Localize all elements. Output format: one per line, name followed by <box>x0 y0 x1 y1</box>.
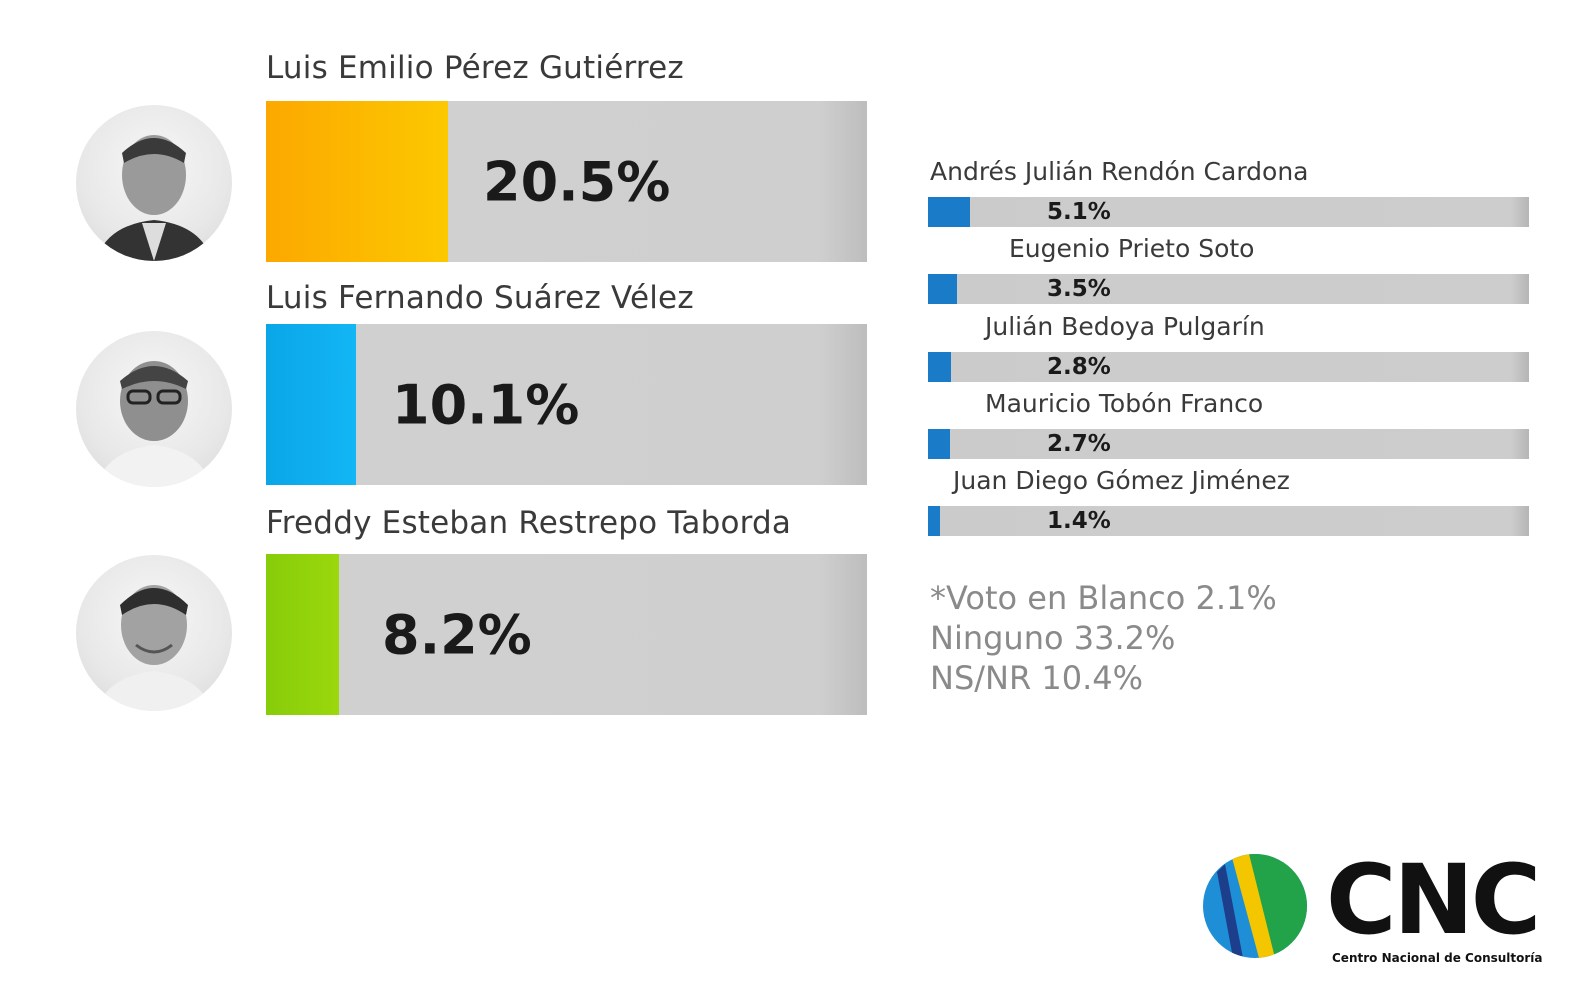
main-bar-value: 10.1% <box>392 373 580 436</box>
other-bar-value: 2.8% <box>1047 354 1111 380</box>
cnc-logo-text: CNC <box>1326 844 1541 956</box>
candidate-photo-perez <box>76 105 232 261</box>
other-candidate-bar: 2.8% <box>928 352 1529 382</box>
other-candidate-bar: 2.7% <box>928 429 1529 459</box>
other-bar-fill <box>928 429 950 459</box>
other-bar-value: 2.7% <box>1047 431 1111 457</box>
other-bar-fill <box>928 352 951 382</box>
other-candidate-name: Eugenio Prieto Soto <box>1009 234 1255 263</box>
other-bar-value: 5.1% <box>1047 199 1111 225</box>
main-bar-fill <box>266 554 339 715</box>
main-candidate-name: Freddy Esteban Restrepo Taborda <box>266 505 792 541</box>
other-candidate-name: Juan Diego Gómez Jiménez <box>953 466 1290 495</box>
main-candidate-bar: 20.5% <box>266 101 867 262</box>
other-candidate-bar: 1.4% <box>928 506 1529 536</box>
other-bar-fill <box>928 197 970 227</box>
main-candidate-bar: 8.2% <box>266 554 867 715</box>
note-none: Ninguno 33.2% <box>930 619 1176 657</box>
candidate-photo-suarez <box>76 331 232 487</box>
candidate-photo-restrepo <box>76 555 232 711</box>
other-bar-value: 3.5% <box>1047 276 1111 302</box>
other-bar-value: 1.4% <box>1047 508 1111 534</box>
main-bar-value: 20.5% <box>483 150 671 213</box>
other-candidate-name: Julián Bedoya Pulgarín <box>985 312 1265 341</box>
main-bar-fill <box>266 324 356 485</box>
cnc-logo-icon <box>1203 854 1307 958</box>
note-blank-vote: *Voto en Blanco 2.1% <box>930 579 1277 617</box>
other-candidate-name: Mauricio Tobón Franco <box>985 389 1264 418</box>
main-bar-value: 8.2% <box>382 603 532 666</box>
main-candidate-bar: 10.1% <box>266 324 867 485</box>
other-bar-fill <box>928 506 940 536</box>
other-candidate-bar: 5.1% <box>928 197 1529 227</box>
main-candidate-name: Luis Fernando Suárez Vélez <box>266 280 694 316</box>
other-bar-fill <box>928 274 957 304</box>
note-nsnr: NS/NR 10.4% <box>930 659 1144 697</box>
main-candidate-name: Luis Emilio Pérez Gutiérrez <box>266 50 684 86</box>
other-candidate-bar: 3.5% <box>928 274 1529 304</box>
cnc-logo-subtitle: Centro Nacional de Consultoría <box>1332 951 1543 965</box>
other-candidate-name: Andrés Julián Rendón Cardona <box>930 157 1309 186</box>
main-bar-fill <box>266 101 448 262</box>
